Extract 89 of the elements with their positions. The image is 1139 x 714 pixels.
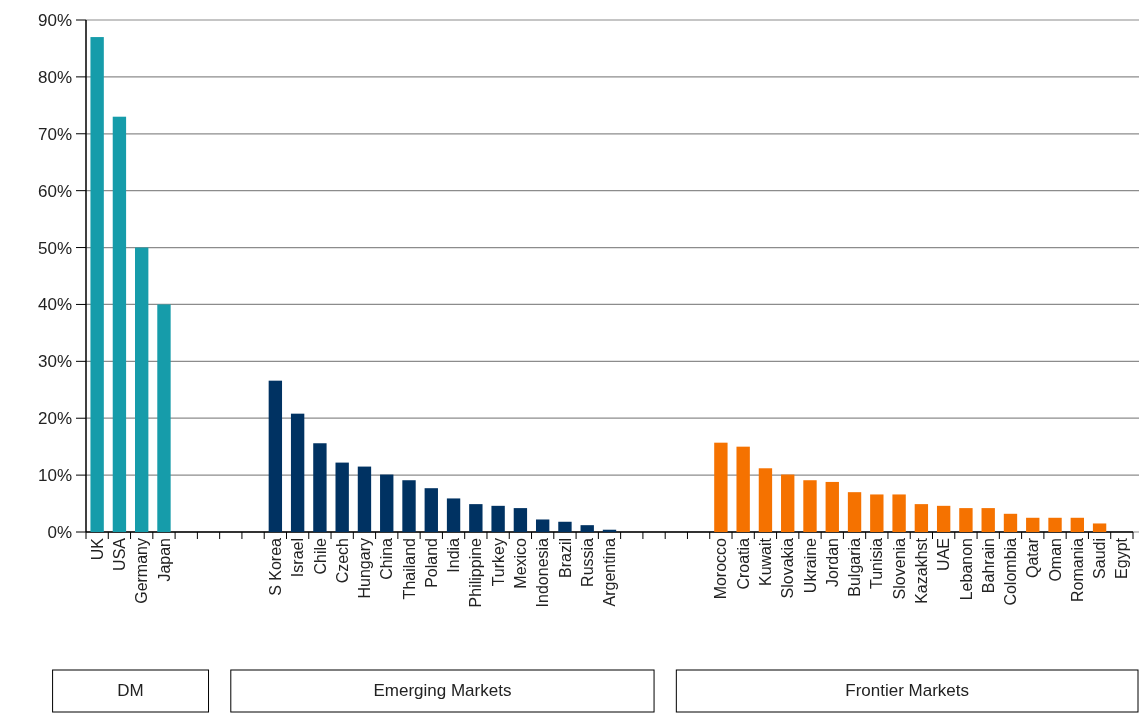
x-tick-label: UAE	[935, 538, 953, 571]
bar	[357, 466, 372, 532]
x-tick-label: Chile	[311, 537, 329, 575]
bar	[469, 504, 483, 532]
y-tick-label: 70%	[37, 124, 72, 144]
bar	[446, 498, 461, 532]
bar	[513, 508, 528, 532]
bar	[157, 304, 171, 532]
y-tick-label: 10%	[37, 466, 72, 486]
bar	[1003, 513, 1018, 532]
x-tick-label: USA	[111, 537, 129, 571]
bar	[736, 446, 750, 532]
x-tick-label: Saudi	[1091, 538, 1109, 579]
x-tick-label: Egypt	[1113, 537, 1131, 579]
bar	[424, 488, 438, 532]
x-tick-label: Jordan	[823, 538, 841, 587]
bar	[1070, 517, 1084, 532]
x-tick-label: Japan	[155, 538, 173, 582]
x-tick-label: UK	[88, 537, 106, 561]
bar	[135, 247, 149, 532]
bar	[758, 468, 773, 532]
y-tick-label: 40%	[37, 295, 72, 315]
x-tick-label: Brazil	[556, 538, 574, 579]
bar	[892, 494, 906, 532]
bar	[380, 474, 394, 532]
x-tick-label: S Korea	[266, 537, 284, 596]
x-tick-label: Czech	[333, 538, 351, 584]
x-tick-label: Ukraine	[801, 537, 819, 594]
bar	[580, 525, 594, 532]
bar	[90, 37, 104, 532]
x-tick-label: Hungary	[356, 538, 374, 599]
x-tick-label: Israel	[289, 538, 307, 578]
bar	[803, 480, 817, 532]
bar	[558, 521, 572, 532]
x-tick-label: Tunisia	[868, 537, 886, 589]
x-tick-label: India	[445, 537, 463, 573]
y-tick-label: 50%	[37, 238, 72, 258]
text: DM	[117, 680, 144, 700]
text: Emerging Markets	[373, 680, 512, 700]
bar	[268, 380, 283, 532]
bar	[535, 519, 550, 532]
x-tick-label: Morocco	[712, 537, 730, 600]
bar	[1048, 517, 1062, 532]
bar	[290, 413, 305, 532]
text: Frontier Markets	[845, 680, 970, 700]
x-tick-label: Lebanon	[957, 538, 975, 601]
x-tick-label: Croatia	[734, 537, 752, 590]
x-tick-label: Qatar	[1024, 537, 1042, 579]
bar	[714, 442, 728, 532]
bar	[825, 481, 839, 532]
bar	[491, 505, 505, 532]
x-tick-label: Russia	[578, 537, 596, 587]
x-tick-label: Bulgaria	[846, 537, 864, 597]
bar	[402, 480, 416, 532]
x-tick-label: Kuwait	[757, 537, 775, 587]
x-tick-label: Kazakhst	[912, 537, 930, 604]
y-tick-label: 80%	[37, 67, 72, 87]
x-tick-label: Slovenia	[890, 537, 908, 600]
x-tick-label: Romania	[1068, 537, 1086, 603]
x-tick-label: Mexico	[511, 537, 529, 589]
bar	[936, 505, 951, 532]
bar	[870, 494, 884, 532]
bar	[1026, 517, 1040, 532]
bar	[112, 116, 127, 532]
x-tick-label: Poland	[422, 538, 440, 588]
x-tick-label: Turkey	[489, 538, 507, 587]
bar	[959, 508, 973, 532]
x-tick-label: Oman	[1046, 538, 1064, 582]
x-tick-label: Bahrain	[979, 538, 997, 594]
y-tick-label: 20%	[37, 409, 72, 429]
bar	[313, 443, 327, 532]
x-tick-label: Germany	[133, 538, 151, 604]
y-tick-label: 30%	[37, 352, 72, 372]
x-tick-label: Slovakia	[779, 537, 797, 599]
y-tick-label: 90%	[37, 10, 72, 30]
x-tick-label: China	[378, 537, 396, 580]
y-tick-label: 0%	[47, 522, 72, 542]
bar	[1092, 523, 1107, 532]
x-tick-label: Philippine	[467, 537, 485, 608]
bar	[981, 508, 995, 532]
bar	[914, 504, 929, 532]
y-tick-label: 60%	[37, 181, 72, 201]
bar	[781, 474, 795, 532]
bar	[847, 492, 862, 532]
x-tick-label: Indonesia	[534, 537, 552, 608]
bar	[335, 462, 349, 532]
x-tick-label: Argentina	[601, 537, 619, 607]
x-tick-label: Thailand	[400, 538, 418, 600]
x-tick-label: Colombia	[1002, 537, 1020, 606]
